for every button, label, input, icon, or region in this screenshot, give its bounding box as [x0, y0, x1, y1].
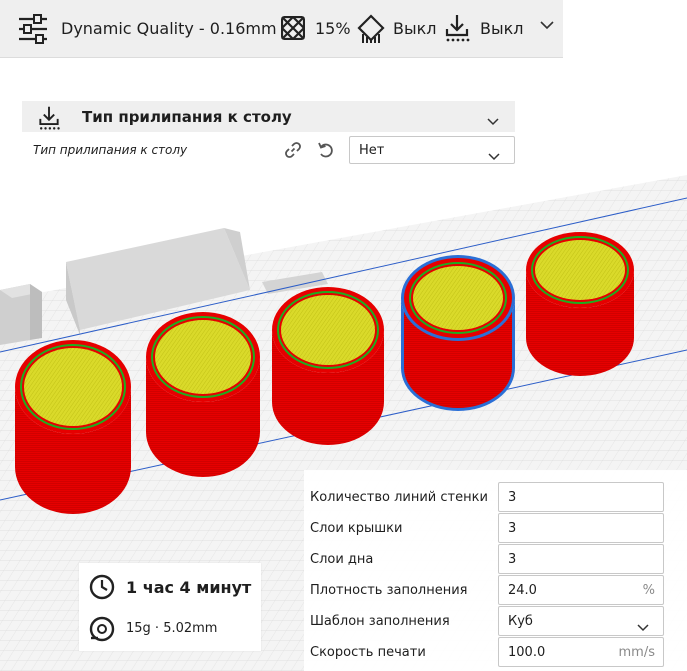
support-icon	[357, 14, 385, 44]
setting-row-print-speed: Скорость печати 100.0 mm/s	[304, 637, 687, 668]
adhesion-category-header[interactable]: Тип прилипания к столу	[22, 101, 515, 132]
profile-name[interactable]: Dynamic Quality - 0.16mm	[61, 19, 277, 38]
top-layers-input[interactable]: 3	[498, 513, 664, 543]
model-object[interactable]	[526, 232, 634, 376]
setting-value: 24.0	[508, 583, 537, 598]
infill-pattern-dropdown[interactable]: Куб	[498, 606, 664, 636]
model-object[interactable]	[15, 340, 131, 514]
sliders-icon[interactable]	[17, 14, 49, 44]
chevron-down-icon	[637, 617, 649, 636]
adhesion-value[interactable]: Выкл	[480, 19, 524, 38]
print-settings-toolbar[interactable]: Dynamic Quality - 0.16mm 15% Выкл Вы	[0, 0, 563, 58]
setting-label: Слои дна	[310, 552, 374, 567]
setting-value: 100.0	[508, 645, 546, 660]
setting-row-top-layers: Слои крышки 3	[304, 513, 687, 544]
adhesion-category-title: Тип прилипания к столу	[82, 108, 292, 126]
support-value[interactable]: Выкл	[393, 19, 437, 38]
setting-value: Куб	[508, 614, 533, 629]
model-object[interactable]	[401, 255, 515, 411]
model-object[interactable]	[146, 312, 260, 477]
adhesion-type-value: Нет	[359, 143, 385, 158]
setting-row-infill-density: Плотность заполнения 24.0 %	[304, 575, 687, 606]
material-estimate: 15g · 5.02mm	[126, 621, 218, 636]
reset-icon[interactable]	[317, 141, 335, 163]
model-object[interactable]	[272, 287, 384, 445]
infill-value[interactable]: 15%	[315, 19, 351, 38]
infill-density-input[interactable]: 24.0 %	[498, 575, 664, 605]
setting-label: Скорость печати	[310, 645, 426, 660]
setting-label: Слои крышки	[310, 521, 403, 536]
adhesion-type-setting: Тип прилипания к столу Нет	[22, 136, 515, 164]
print-estimate-box[interactable]: 1 час 4 минут 15g · 5.02mm	[79, 563, 261, 651]
print-time: 1 час 4 минут	[126, 578, 252, 597]
link-icon[interactable]	[284, 141, 302, 163]
setting-row-wall-line-count: Количество линий стенки 3	[304, 482, 687, 513]
setting-value: 3	[508, 521, 517, 536]
chevron-down-icon[interactable]	[540, 20, 554, 30]
chevron-down-icon[interactable]	[487, 111, 499, 130]
adhesion-icon	[444, 13, 470, 43]
bottom-layers-input[interactable]: 3	[498, 544, 664, 574]
setting-unit: mm/s	[618, 645, 655, 660]
print-speed-input[interactable]: 100.0 mm/s	[498, 637, 664, 667]
infill-pattern-icon	[281, 16, 305, 40]
filament-spool-icon	[89, 616, 115, 646]
setting-row-bottom-layers: Слои дна 3	[304, 544, 687, 575]
disallowed-area-blocks	[0, 228, 328, 345]
setting-value: 3	[508, 490, 517, 505]
setting-label: Плотность заполнения	[310, 583, 468, 598]
chevron-down-icon	[488, 146, 500, 165]
setting-label: Шаблон заполнения	[310, 614, 450, 629]
setting-row-infill-pattern: Шаблон заполнения Куб	[304, 606, 687, 637]
adhesion-type-label: Тип прилипания к столу	[33, 143, 188, 157]
setting-label: Количество линий стенки	[310, 490, 488, 505]
setting-value: 3	[508, 552, 517, 567]
build-volume-edge	[0, 197, 687, 353]
setting-unit: %	[642, 583, 655, 598]
wall-line-count-input[interactable]: 3	[498, 482, 664, 512]
recommended-settings-panel: Количество линий стенки 3 Слои крышки 3 …	[304, 470, 687, 671]
clock-icon	[89, 574, 115, 604]
adhesion-type-dropdown[interactable]: Нет	[349, 136, 515, 164]
adhesion-icon	[36, 105, 62, 135]
